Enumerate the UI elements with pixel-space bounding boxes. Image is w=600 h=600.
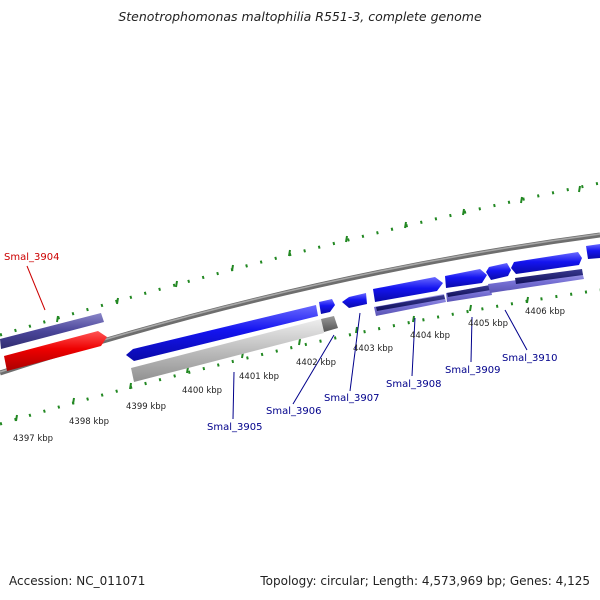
upper-major-ticks	[56, 185, 581, 323]
gene-label-smal-3910[interactable]: Smal_3910	[502, 353, 557, 364]
gene-3910-inner	[515, 269, 583, 284]
gene-3910-b[interactable]	[511, 252, 582, 274]
gene-label-smal-3905[interactable]: Smal_3905	[207, 422, 262, 433]
tick-label-4405: 4405 kbp	[468, 319, 508, 329]
tick-label-4401: 4401 kbp	[239, 372, 279, 382]
gene-3904-selected[interactable]	[4, 331, 107, 371]
tick-label-4397: 4397 kbp	[13, 434, 53, 444]
gene-3906-shadow	[321, 316, 338, 332]
gene-3909[interactable]	[445, 269, 487, 288]
gene-label-smal-3909[interactable]: Smal_3909	[445, 365, 500, 376]
lower-major-ticks	[15, 296, 529, 422]
gene-3910[interactable]	[486, 263, 511, 280]
gene-3908-inner	[376, 295, 445, 311]
gene-callout-lines	[26, 265, 528, 420]
genome-summary: Topology: circular; Length: 4,573,969 bp…	[260, 574, 590, 588]
tick-label-4399: 4399 kbp	[126, 402, 166, 412]
tick-label-4400: 4400 kbp	[182, 386, 222, 396]
gene-3904-upper[interactable]	[0, 313, 104, 349]
gene-3908[interactable]	[373, 277, 443, 302]
tick-label-4403: 4403 kbp	[353, 344, 393, 354]
gene-3905-shadow	[131, 319, 324, 382]
gene-label-smal-3904[interactable]: Smal_3904	[4, 252, 59, 263]
gene-label-smal-3908[interactable]: Smal_3908	[386, 379, 441, 390]
tick-label-4398: 4398 kbp	[69, 417, 109, 427]
gene-3909-inner	[447, 285, 491, 297]
gene-3910-c[interactable]	[586, 244, 600, 259]
tick-label-4402: 4402 kbp	[296, 358, 336, 368]
gene-label-smal-3906[interactable]: Smal_3906	[266, 406, 321, 417]
genome-title: Stenotrophomonas maltophilia R551-3, com…	[118, 9, 482, 24]
gene-3907[interactable]	[342, 293, 367, 308]
gene-label-smal-3907[interactable]: Smal_3907	[324, 393, 379, 404]
tick-label-4404: 4404 kbp	[410, 331, 450, 341]
gene-3905[interactable]	[126, 305, 318, 361]
accession-label: Accession: NC_011071	[9, 574, 146, 588]
gene-3906[interactable]	[319, 299, 335, 314]
tick-label-4406: 4406 kbp	[525, 307, 565, 317]
